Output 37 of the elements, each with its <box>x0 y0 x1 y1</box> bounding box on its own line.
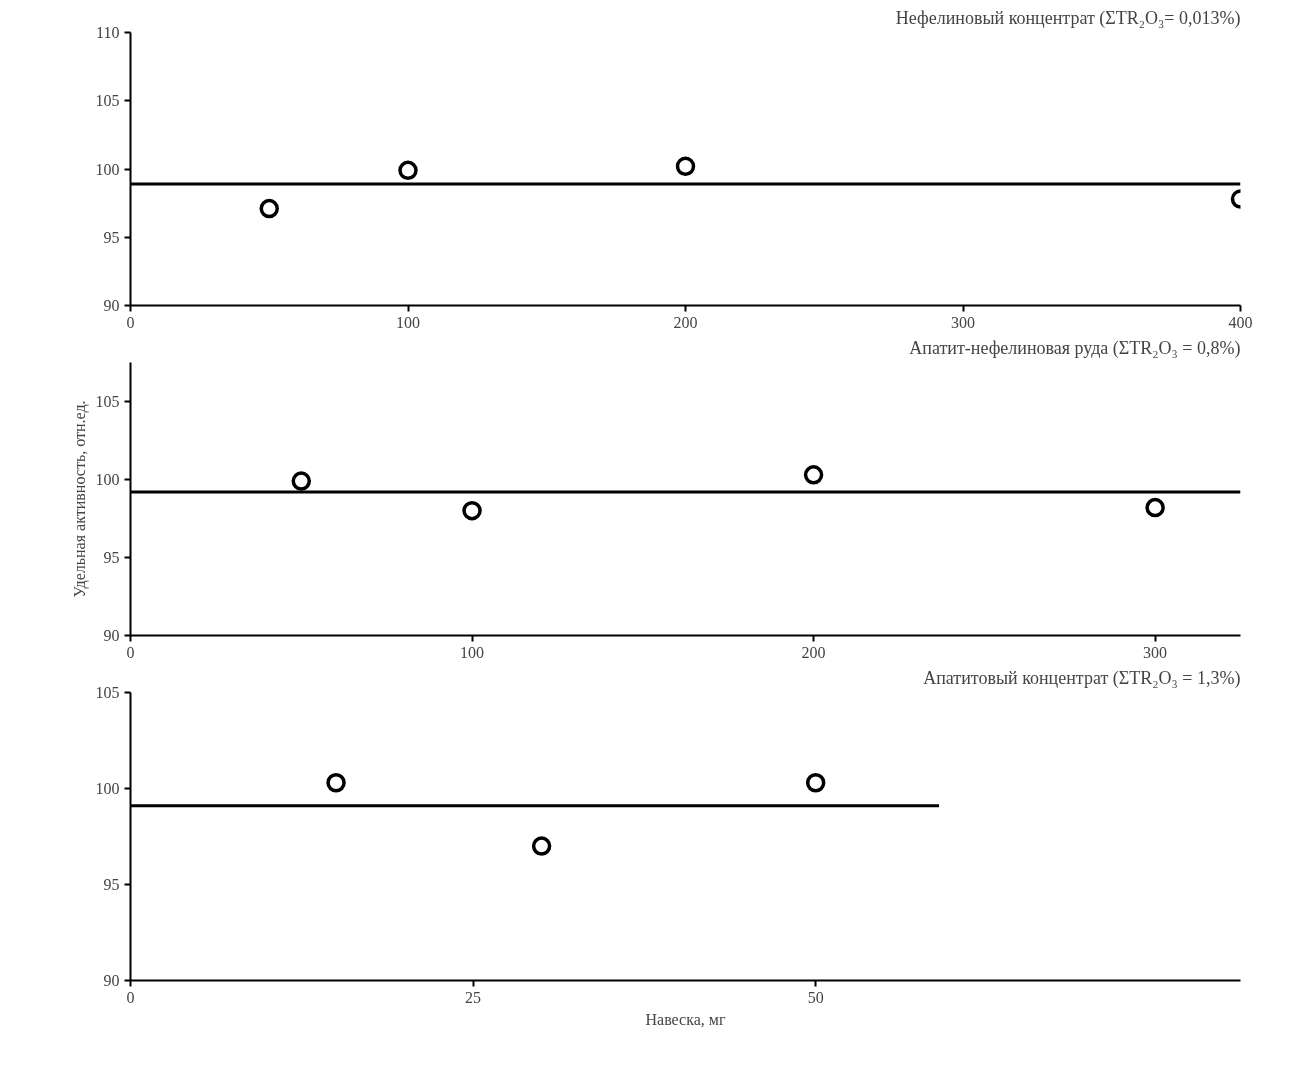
y-axis-title: Удельная активность, отн.ед. <box>70 400 89 598</box>
y-tick-label: 95 <box>103 876 120 893</box>
x-tick-label: 100 <box>460 643 485 661</box>
point <box>259 198 279 219</box>
y-tick-label: 90 <box>103 972 120 989</box>
y-tick-label: 100 <box>95 471 120 488</box>
y-tick-label: 105 <box>95 393 120 410</box>
y-tick-label: 95 <box>103 549 120 566</box>
y-tick-label: 100 <box>95 160 120 178</box>
x-tick-label: 50 <box>807 988 824 1006</box>
y-tick-label: 110 <box>96 24 120 41</box>
x-tick-label: 100 <box>396 313 420 331</box>
point <box>462 500 482 521</box>
chart-title: Апатит-нефелиновая руда (ΣTR₂O₃ = 0,8%) <box>909 337 1241 359</box>
y-tick-label: 105 <box>95 684 120 701</box>
y-tick-label: 90 <box>103 297 120 314</box>
y-tick-label: 90 <box>103 627 120 644</box>
y-tick-label: 95 <box>103 228 120 246</box>
chart-title: Апатитовый концентрат (ΣTR₂O₃ = 1,3%) <box>923 667 1241 689</box>
x-tick-label: 300 <box>1143 643 1168 661</box>
x-axis-title: Навеска, мг <box>645 1010 726 1028</box>
point <box>1145 497 1165 518</box>
x-tick-label: 200 <box>801 643 826 661</box>
chart-title: Нефелиновый концентрат (ΣTR₂O₃= 0,013%) <box>895 7 1241 29</box>
x-tick-label: 25 <box>465 988 482 1006</box>
y-tick-label: 105 <box>95 92 120 110</box>
x-tick-label: 0 <box>126 988 135 1006</box>
point <box>291 471 312 491</box>
x-tick-label: 200 <box>673 313 698 331</box>
x-tick-label: 400 <box>1228 313 1253 331</box>
point <box>803 465 824 485</box>
point <box>675 156 696 176</box>
x-tick-label: 0 <box>126 643 135 661</box>
point <box>398 160 418 181</box>
x-tick-label: 0 <box>126 313 135 331</box>
x-tick-label: 300 <box>951 313 975 331</box>
y-tick-label: 100 <box>95 780 120 797</box>
